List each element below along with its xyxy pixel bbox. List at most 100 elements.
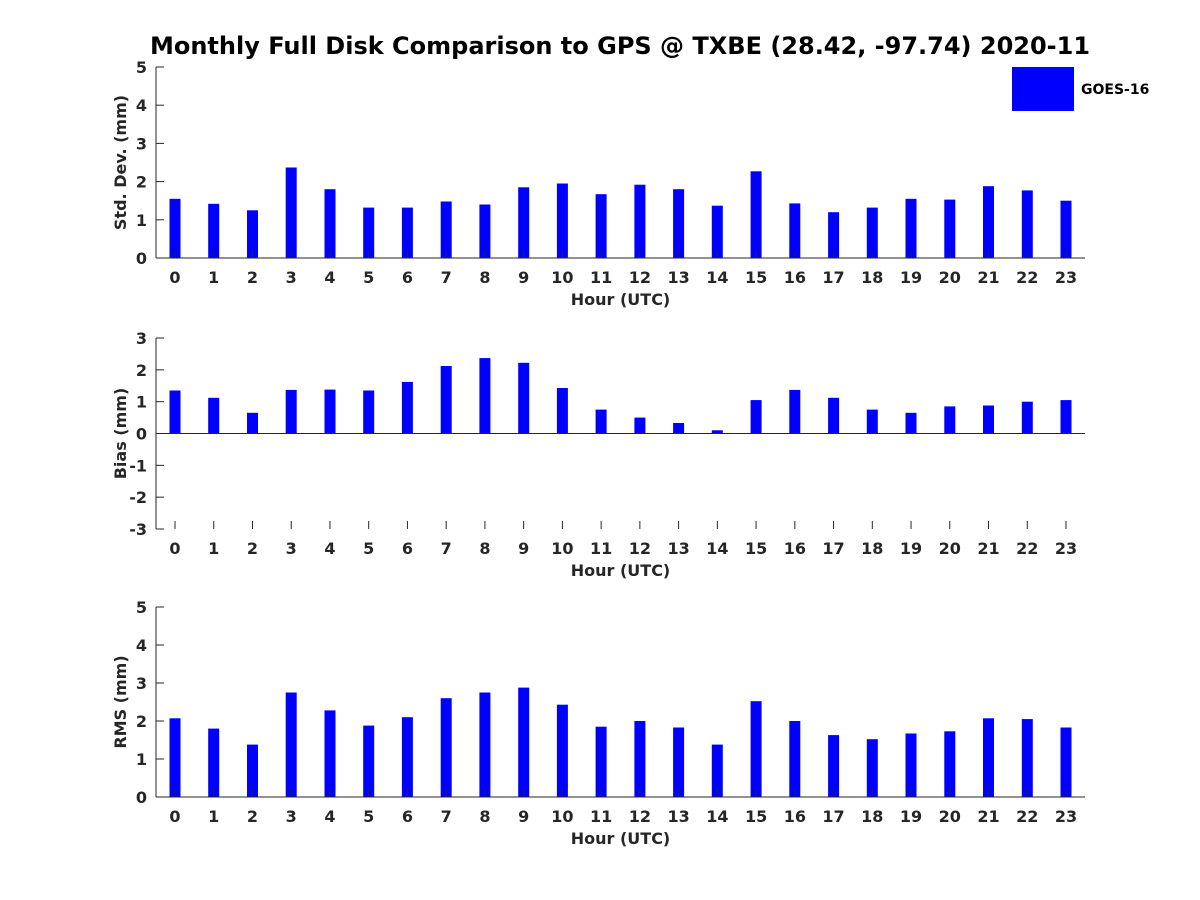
x-tick-label: 3	[286, 268, 297, 287]
x-tick-label: 18	[861, 539, 883, 558]
x-tick-label: 13	[667, 539, 689, 558]
bar-20	[944, 731, 956, 797]
y-tick-label: 1	[136, 750, 147, 769]
y-tick-label: 0	[136, 425, 147, 444]
x-axis-label: Hour (UTC)	[571, 561, 671, 580]
bar-3	[285, 167, 297, 258]
x-tick-label: 7	[441, 268, 452, 287]
x-tick-label: 2	[247, 268, 258, 287]
y-tick-label: 1	[136, 211, 147, 230]
bar-22	[1021, 190, 1033, 258]
x-tick-label: 9	[518, 539, 529, 558]
bar-13	[673, 189, 685, 258]
x-tick-label: 9	[518, 807, 529, 826]
bar-5	[363, 207, 375, 258]
x-tick-label: 8	[479, 807, 490, 826]
y-tick-label: 3	[136, 134, 147, 153]
x-tick-label: 23	[1055, 268, 1077, 287]
bar-19	[905, 412, 917, 434]
bar-9	[518, 687, 530, 797]
bar-10	[556, 704, 568, 797]
bar-21	[983, 405, 994, 434]
bar-14	[711, 744, 723, 797]
x-tick-label: 10	[551, 539, 573, 558]
bar-21	[983, 718, 994, 797]
x-tick-label: 17	[822, 268, 844, 287]
bar-16	[789, 721, 801, 797]
bar-11	[595, 726, 607, 797]
x-tick-label: 10	[551, 807, 573, 826]
y-axis-label: RMS (mm)	[111, 655, 130, 748]
legend-swatch	[1012, 67, 1074, 111]
x-tick-label: 20	[939, 268, 961, 287]
bar-12	[634, 184, 646, 258]
bar-0	[169, 390, 181, 434]
x-tick-label: 14	[706, 539, 728, 558]
x-tick-label: 21	[977, 268, 999, 287]
x-tick-label: 16	[784, 268, 806, 287]
x-tick-label: 15	[745, 268, 767, 287]
bar-19	[905, 733, 917, 797]
x-tick-label: 8	[479, 268, 490, 287]
x-tick-label: 18	[861, 807, 883, 826]
x-tick-label: 16	[784, 539, 806, 558]
x-tick-label: 22	[1016, 807, 1038, 826]
y-tick-label: 4	[136, 96, 147, 115]
bar-15	[750, 171, 762, 258]
x-axis-label: Hour (UTC)	[571, 829, 671, 848]
y-tick-label: 4	[136, 636, 147, 655]
y-tick-label: 2	[136, 712, 147, 731]
bar-5	[363, 390, 375, 434]
y-tick-label: 1	[136, 393, 147, 412]
bar-20	[944, 406, 956, 434]
x-tick-label: 12	[629, 268, 651, 287]
x-axis-label: Hour (UTC)	[571, 290, 671, 309]
bar-10	[556, 183, 568, 258]
bar-6	[401, 381, 413, 434]
bar-14	[711, 430, 723, 434]
x-tick-label: 14	[706, 268, 728, 287]
x-tick-label: 11	[590, 807, 612, 826]
bar-19	[905, 198, 917, 258]
x-tick-label: 1	[208, 807, 219, 826]
x-tick-label: 6	[402, 807, 413, 826]
x-tick-label: 4	[324, 539, 335, 558]
legend-label: GOES-16	[1081, 82, 1149, 98]
x-tick-label: 4	[324, 807, 335, 826]
legend: GOES-16	[1012, 67, 1149, 111]
bar-23	[1060, 200, 1072, 258]
x-tick-label: 21	[977, 807, 999, 826]
bar-6	[401, 207, 413, 258]
bar-3	[285, 692, 297, 797]
x-tick-label: 6	[402, 539, 413, 558]
x-tick-label: 0	[169, 807, 180, 826]
x-tick-label: 23	[1055, 539, 1077, 558]
bar-22	[1021, 719, 1033, 797]
x-tick-label: 13	[667, 268, 689, 287]
bar-11	[595, 409, 607, 434]
bar-17	[828, 397, 840, 434]
x-tick-label: 19	[900, 268, 922, 287]
x-tick-label: 22	[1016, 539, 1038, 558]
x-tick-label: 6	[402, 268, 413, 287]
bar-21	[983, 186, 994, 258]
x-tick-label: 5	[363, 539, 374, 558]
bar-9	[518, 362, 530, 434]
x-tick-label: 19	[900, 539, 922, 558]
x-tick-label: 20	[939, 539, 961, 558]
x-tick-label: 0	[169, 539, 180, 558]
y-tick-label: 0	[136, 788, 147, 807]
x-tick-label: 22	[1016, 268, 1038, 287]
bar-23	[1060, 400, 1072, 434]
bar-7	[440, 698, 452, 797]
y-tick-label: 2	[136, 173, 147, 192]
y-tick-label: -3	[129, 520, 147, 539]
x-tick-label: 11	[590, 539, 612, 558]
bar-20	[944, 199, 956, 258]
bar-2	[247, 744, 258, 797]
bar-9	[518, 187, 530, 258]
x-tick-label: 14	[706, 807, 728, 826]
bar-18	[866, 207, 878, 258]
